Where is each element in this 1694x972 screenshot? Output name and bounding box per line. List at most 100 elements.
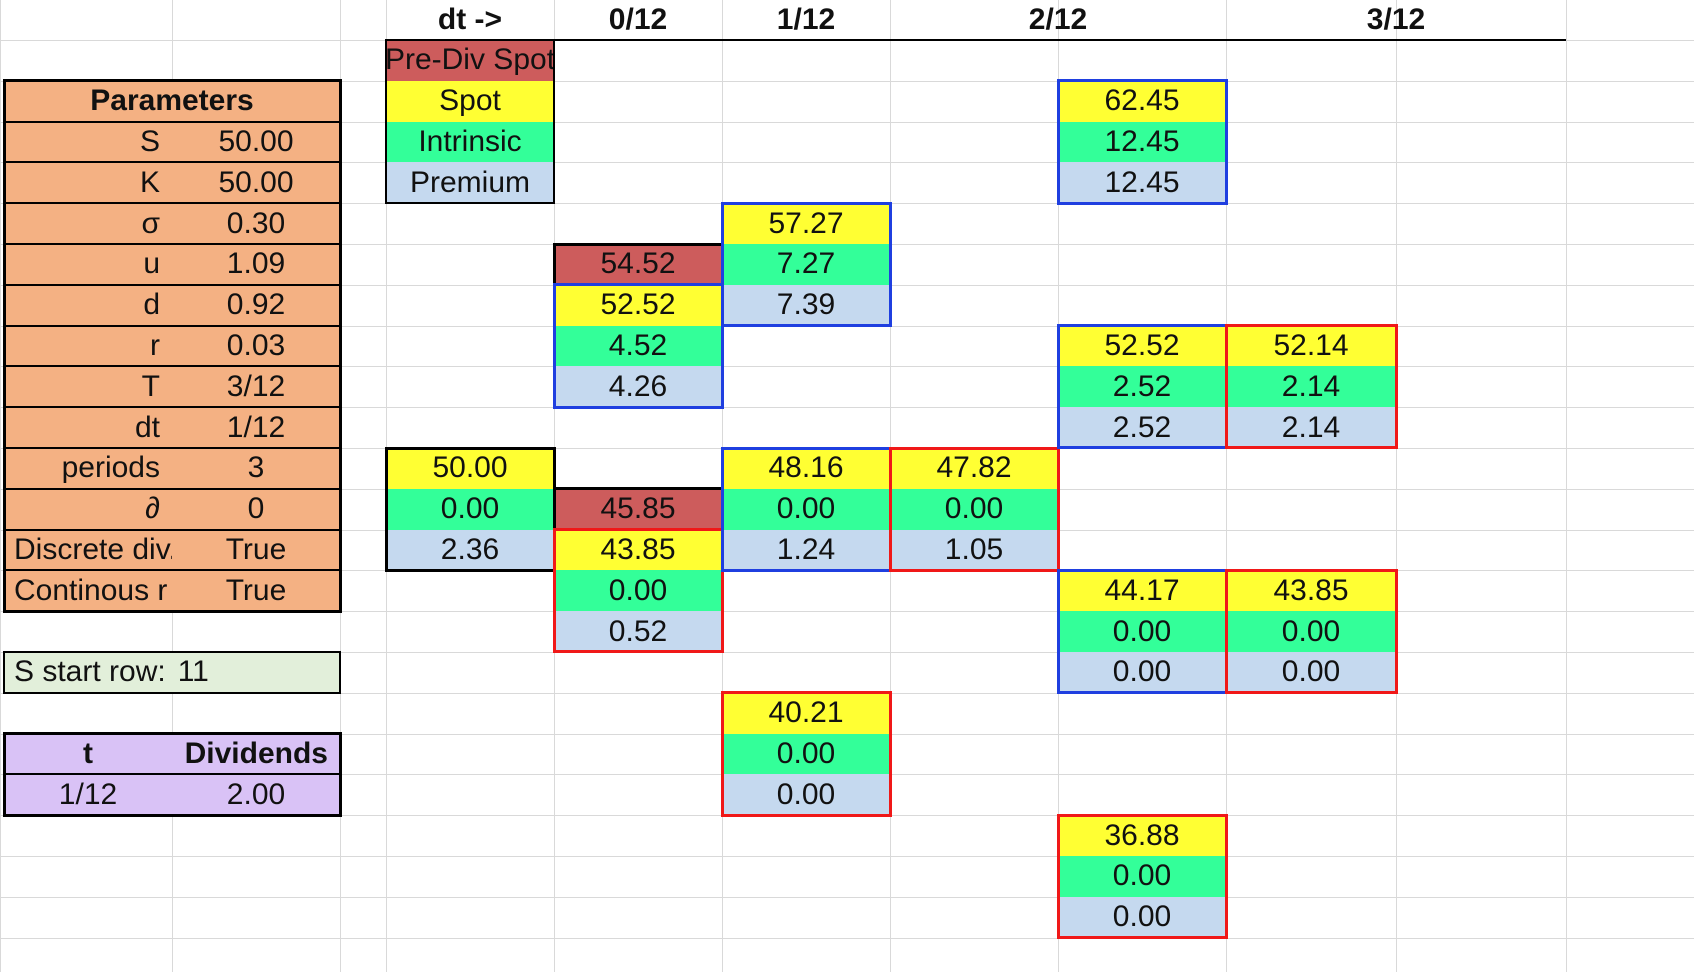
grid-hline (0, 856, 1694, 857)
param-name[interactable]: dt (4, 407, 172, 448)
param-value[interactable]: 3/12 (172, 366, 340, 408)
grid-hline (0, 366, 1694, 368)
node-intrinsic[interactable]: 0.00 (1058, 611, 1226, 652)
node-spot[interactable]: 36.88 (1058, 815, 1226, 856)
legend-prediv[interactable]: Pre-Div Spot (386, 40, 554, 81)
period-header[interactable]: 1/12 (776, 3, 836, 36)
dividend-t[interactable]: 1/12 (4, 774, 172, 816)
node-intrinsic[interactable]: 2.14 (1226, 366, 1396, 408)
parameters-title[interactable]: Parameters (4, 80, 340, 122)
grid-vline (340, 0, 341, 972)
param-value[interactable]: 50.00 (172, 121, 340, 163)
dividends-header-t[interactable]: t (4, 733, 172, 775)
param-name[interactable]: Continous r (4, 570, 172, 612)
grid-vline (1566, 0, 1567, 972)
s-start-label: S start row: (14, 655, 166, 689)
node-spot[interactable]: 44.17 (1058, 570, 1226, 612)
node-intrinsic[interactable]: 0.00 (1058, 856, 1226, 897)
grid-hline (0, 162, 1694, 164)
node-premium[interactable]: 7.39 (722, 284, 890, 326)
grid-hline (0, 815, 1694, 817)
param-name[interactable]: ∂ (4, 488, 172, 530)
param-row-line (4, 528, 340, 531)
param-name[interactable]: T (4, 366, 172, 408)
node-spot[interactable]: 43.85 (1226, 570, 1396, 612)
node-premium[interactable]: 2.52 (1058, 407, 1226, 448)
dividends-row-line (4, 773, 340, 776)
param-name[interactable]: r (4, 325, 172, 367)
param-value[interactable]: 3 (172, 448, 340, 489)
param-value[interactable]: 1/12 (172, 407, 340, 448)
node-premium[interactable]: 2.36 (386, 529, 554, 571)
node-spot[interactable]: 40.21 (722, 692, 890, 734)
node-premium[interactable]: 0.00 (1058, 896, 1226, 938)
period-header[interactable]: 2/12 (1028, 3, 1088, 36)
node-spot[interactable]: 48.16 (722, 448, 890, 489)
node-spot[interactable]: 62.45 (1058, 80, 1226, 122)
legend-premium[interactable]: Premium (386, 162, 554, 204)
param-value[interactable]: 0 (172, 488, 340, 530)
legend-intrinsic[interactable]: Intrinsic (386, 121, 554, 163)
node-premium[interactable]: 0.00 (722, 774, 890, 816)
param-value[interactable]: 1.09 (172, 244, 340, 285)
period-header[interactable]: 0/12 (608, 3, 668, 36)
node-intrinsic[interactable]: 7.27 (722, 244, 890, 285)
node-spot[interactable]: 57.27 (722, 203, 890, 244)
param-name[interactable]: Discrete div. (4, 529, 172, 571)
node-spot[interactable]: 50.00 (386, 448, 554, 489)
param-row-line (4, 569, 340, 572)
grid-hline (0, 611, 1694, 613)
header-dt-label[interactable]: dt -> (437, 3, 503, 36)
node-premium[interactable]: 1.24 (722, 529, 890, 571)
param-name[interactable]: d (4, 284, 172, 326)
node-spot[interactable]: 43.85 (554, 529, 722, 571)
legend-spot[interactable]: Spot (386, 80, 554, 122)
node-intrinsic[interactable]: 0.00 (554, 570, 722, 612)
grid-hline (0, 937, 1694, 939)
param-row-line (4, 243, 340, 245)
dividends-header-amount[interactable]: Dividends (172, 733, 340, 775)
node-intrinsic[interactable]: 2.52 (1058, 366, 1226, 408)
param-row-line (4, 406, 340, 409)
param-value[interactable]: 0.03 (172, 325, 340, 367)
dividend-amount[interactable]: 2.00 (172, 774, 340, 816)
node-spot[interactable]: 52.52 (1058, 325, 1226, 367)
node-premium[interactable]: 0.00 (1058, 652, 1226, 693)
grid-vline (1396, 0, 1397, 972)
node-premium[interactable]: 0.00 (1226, 652, 1396, 693)
period-header[interactable]: 3/12 (1366, 3, 1426, 36)
node-premium[interactable]: 0.52 (554, 611, 722, 652)
param-name[interactable]: periods (4, 448, 172, 489)
param-value[interactable]: 0.92 (172, 284, 340, 326)
param-row-line (4, 283, 340, 286)
s-start-row: S start row: 11 (4, 652, 340, 693)
node-intrinsic[interactable]: 0.00 (386, 488, 554, 530)
node-intrinsic[interactable]: 0.00 (1226, 611, 1396, 652)
param-row-line (4, 202, 340, 205)
param-value[interactable]: True (172, 570, 340, 612)
param-row-line (4, 487, 340, 490)
node-prediv-spot[interactable]: 54.52 (554, 244, 722, 285)
node-spot[interactable]: 52.14 (1226, 325, 1396, 367)
node-intrinsic[interactable]: 0.00 (722, 488, 890, 530)
node-premium[interactable]: 1.05 (890, 529, 1058, 571)
node-prediv-spot[interactable]: 45.85 (554, 488, 722, 530)
param-name[interactable]: S (4, 121, 172, 163)
node-premium[interactable]: 4.26 (554, 366, 722, 408)
param-name[interactable]: σ (4, 203, 172, 244)
node-premium[interactable]: 2.14 (1226, 407, 1396, 448)
node-premium[interactable]: 12.45 (1058, 162, 1226, 204)
param-name[interactable]: u (4, 244, 172, 285)
node-intrinsic[interactable]: 0.00 (890, 488, 1058, 530)
node-intrinsic[interactable]: 0.00 (722, 733, 890, 775)
node-intrinsic[interactable]: 12.45 (1058, 121, 1226, 163)
node-spot[interactable]: 52.52 (554, 284, 722, 326)
node-spot[interactable]: 47.82 (890, 448, 1058, 489)
param-value[interactable]: 0.30 (172, 203, 340, 244)
grid-hline (0, 652, 1694, 653)
param-name[interactable]: K (4, 162, 172, 204)
param-value[interactable]: 50.00 (172, 162, 340, 204)
param-value[interactable]: True (172, 529, 340, 571)
node-intrinsic[interactable]: 4.52 (554, 325, 722, 367)
